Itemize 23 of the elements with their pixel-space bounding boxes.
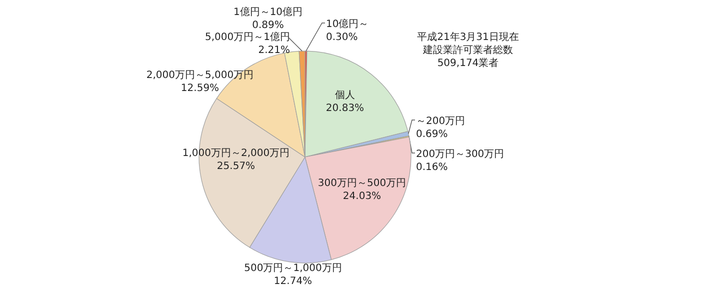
slice-label: ～200万円 xyxy=(416,116,466,127)
data-label: 25.57% xyxy=(216,161,256,172)
slice-label: 5,000万円～1億円 xyxy=(205,31,290,43)
text: 509,174業者 xyxy=(437,57,499,69)
data-label: 12.59% xyxy=(180,83,220,94)
data-label: 0.69% xyxy=(416,129,448,140)
slice-label: 10億円～ xyxy=(326,18,369,30)
data-label: 2.21% xyxy=(258,45,290,56)
slice-label: 1,000万円～2,000万円 xyxy=(182,148,290,159)
data-label: 0.16% xyxy=(416,162,448,173)
text: 建設業許可業者総数 xyxy=(422,44,513,56)
slice-label: 200万円～300万円 xyxy=(416,149,504,160)
slice-label: 300万円～500万円 xyxy=(318,178,406,189)
slice-label: 個人 xyxy=(335,90,355,101)
data-label: 0.30% xyxy=(326,32,358,43)
data-label: 24.03% xyxy=(342,191,382,202)
text: 平成21年3月31日現在 xyxy=(417,31,519,43)
slice-label: 500万円～1,000万円 xyxy=(244,263,342,274)
slice-label: 2,000万円～5,000万円 xyxy=(146,70,254,81)
data-label: 0.89% xyxy=(252,20,284,31)
data-label: 12.74% xyxy=(274,276,312,287)
slice-label: 1億円～10億円 xyxy=(233,6,303,18)
data-label: 20.83% xyxy=(326,103,364,114)
